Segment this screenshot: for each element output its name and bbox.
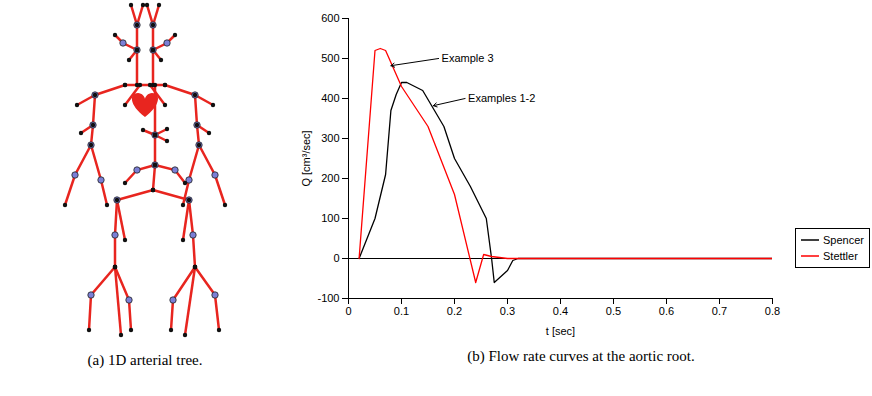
svg-text:0: 0: [345, 305, 351, 317]
svg-text:0.3: 0.3: [500, 305, 515, 317]
svg-text:0.8: 0.8: [765, 305, 780, 317]
svg-text:0.7: 0.7: [712, 305, 727, 317]
svg-text:0.5: 0.5: [606, 305, 621, 317]
svg-text:-100: -100: [317, 292, 339, 304]
html-text:(a) 1D arterial tree.: (a) 1D arterial tree.: [87, 352, 203, 368]
html-text:Stettler: Stettler: [823, 250, 858, 262]
svg-text:500: 500: [321, 52, 339, 64]
svg-text:Q [cm³/sec]: Q [cm³/sec]: [300, 130, 312, 186]
svg-text:0: 0: [333, 252, 339, 264]
svg-text:100: 100: [321, 212, 339, 224]
html-text:(b) Flow rate curves at the ao: (b) Flow rate curves at the aortic root.: [467, 348, 695, 364]
svg-text:0.1: 0.1: [394, 305, 409, 317]
svg-text:200: 200: [321, 172, 339, 184]
svg-text:0.2: 0.2: [447, 305, 462, 317]
svg-text:600: 600: [321, 12, 339, 24]
svg-text:0.6: 0.6: [659, 305, 674, 317]
svg-text:0.4: 0.4: [553, 305, 568, 317]
svg-text:300: 300: [321, 132, 339, 144]
svg-text:400: 400: [321, 92, 339, 104]
svg-text:Examples 1-2: Examples 1-2: [468, 92, 535, 104]
svg-text:t [sec]: t [sec]: [546, 325, 575, 337]
svg-text:Example 3: Example 3: [442, 52, 494, 64]
html-text:Spencer: Spencer: [823, 234, 864, 246]
